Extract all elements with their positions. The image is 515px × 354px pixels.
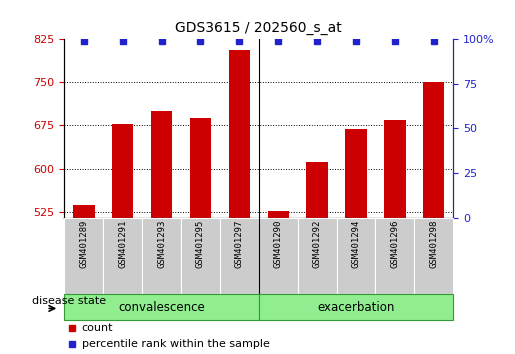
Bar	[181, 218, 220, 294]
Bar	[259, 218, 298, 294]
Bar	[64, 218, 103, 294]
Text: percentile rank within the sample: percentile rank within the sample	[82, 339, 270, 349]
Bar	[306, 162, 328, 218]
Bar	[229, 51, 250, 218]
Bar	[375, 218, 414, 294]
Bar	[103, 218, 142, 294]
Title: GDS3615 / 202560_s_at: GDS3615 / 202560_s_at	[176, 21, 342, 35]
Bar	[151, 111, 173, 218]
Text: GSM401290: GSM401290	[274, 220, 283, 268]
Text: GSM401289: GSM401289	[79, 220, 88, 268]
Text: count: count	[82, 323, 113, 333]
Text: exacerbation: exacerbation	[317, 301, 394, 314]
Text: GSM401293: GSM401293	[157, 220, 166, 268]
Bar	[259, 294, 453, 320]
Bar	[73, 205, 95, 218]
Bar	[112, 124, 133, 218]
Text: GSM401295: GSM401295	[196, 220, 205, 268]
Text: GSM401294: GSM401294	[352, 220, 360, 268]
Bar	[384, 120, 406, 218]
Bar	[64, 294, 259, 320]
Text: GSM401296: GSM401296	[390, 220, 399, 268]
Bar	[190, 118, 211, 218]
Bar	[345, 130, 367, 218]
Text: GSM401292: GSM401292	[313, 220, 321, 268]
Text: GSM401298: GSM401298	[430, 220, 438, 268]
Bar	[220, 218, 259, 294]
Bar	[142, 218, 181, 294]
Bar	[423, 82, 444, 218]
Bar	[337, 218, 375, 294]
Text: disease state: disease state	[32, 296, 106, 306]
Text: GSM401297: GSM401297	[235, 220, 244, 268]
Bar	[414, 218, 453, 294]
Bar	[298, 218, 336, 294]
Text: GSM401291: GSM401291	[118, 220, 127, 268]
Text: convalescence: convalescence	[118, 301, 205, 314]
Bar	[267, 211, 289, 218]
